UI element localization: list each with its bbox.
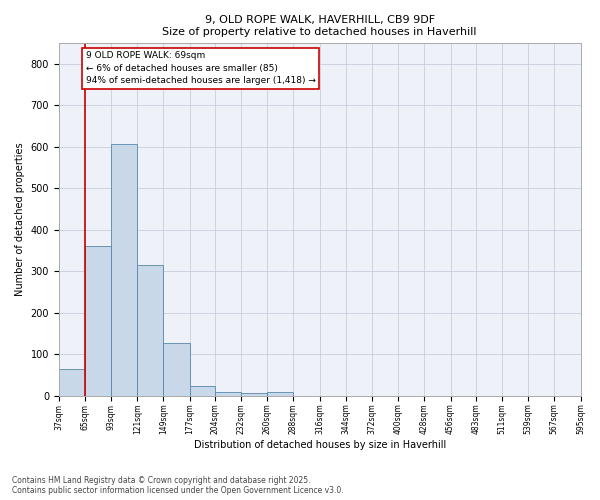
Bar: [267, 392, 293, 396]
Bar: [137, 265, 163, 396]
Bar: [190, 386, 215, 396]
Bar: [215, 392, 241, 396]
Text: Contains HM Land Registry data © Crown copyright and database right 2025.
Contai: Contains HM Land Registry data © Crown c…: [12, 476, 344, 495]
X-axis label: Distribution of detached houses by size in Haverhill: Distribution of detached houses by size …: [194, 440, 446, 450]
Title: 9, OLD ROPE WALK, HAVERHILL, CB9 9DF
Size of property relative to detached house: 9, OLD ROPE WALK, HAVERHILL, CB9 9DF Siz…: [163, 15, 477, 36]
Bar: [85, 246, 111, 396]
Y-axis label: Number of detached properties: Number of detached properties: [15, 142, 25, 296]
Bar: [59, 369, 85, 396]
Bar: [111, 144, 137, 396]
Bar: [241, 392, 267, 396]
Bar: [163, 343, 190, 396]
Text: 9 OLD ROPE WALK: 69sqm
← 6% of detached houses are smaller (85)
94% of semi-deta: 9 OLD ROPE WALK: 69sqm ← 6% of detached …: [86, 51, 316, 85]
